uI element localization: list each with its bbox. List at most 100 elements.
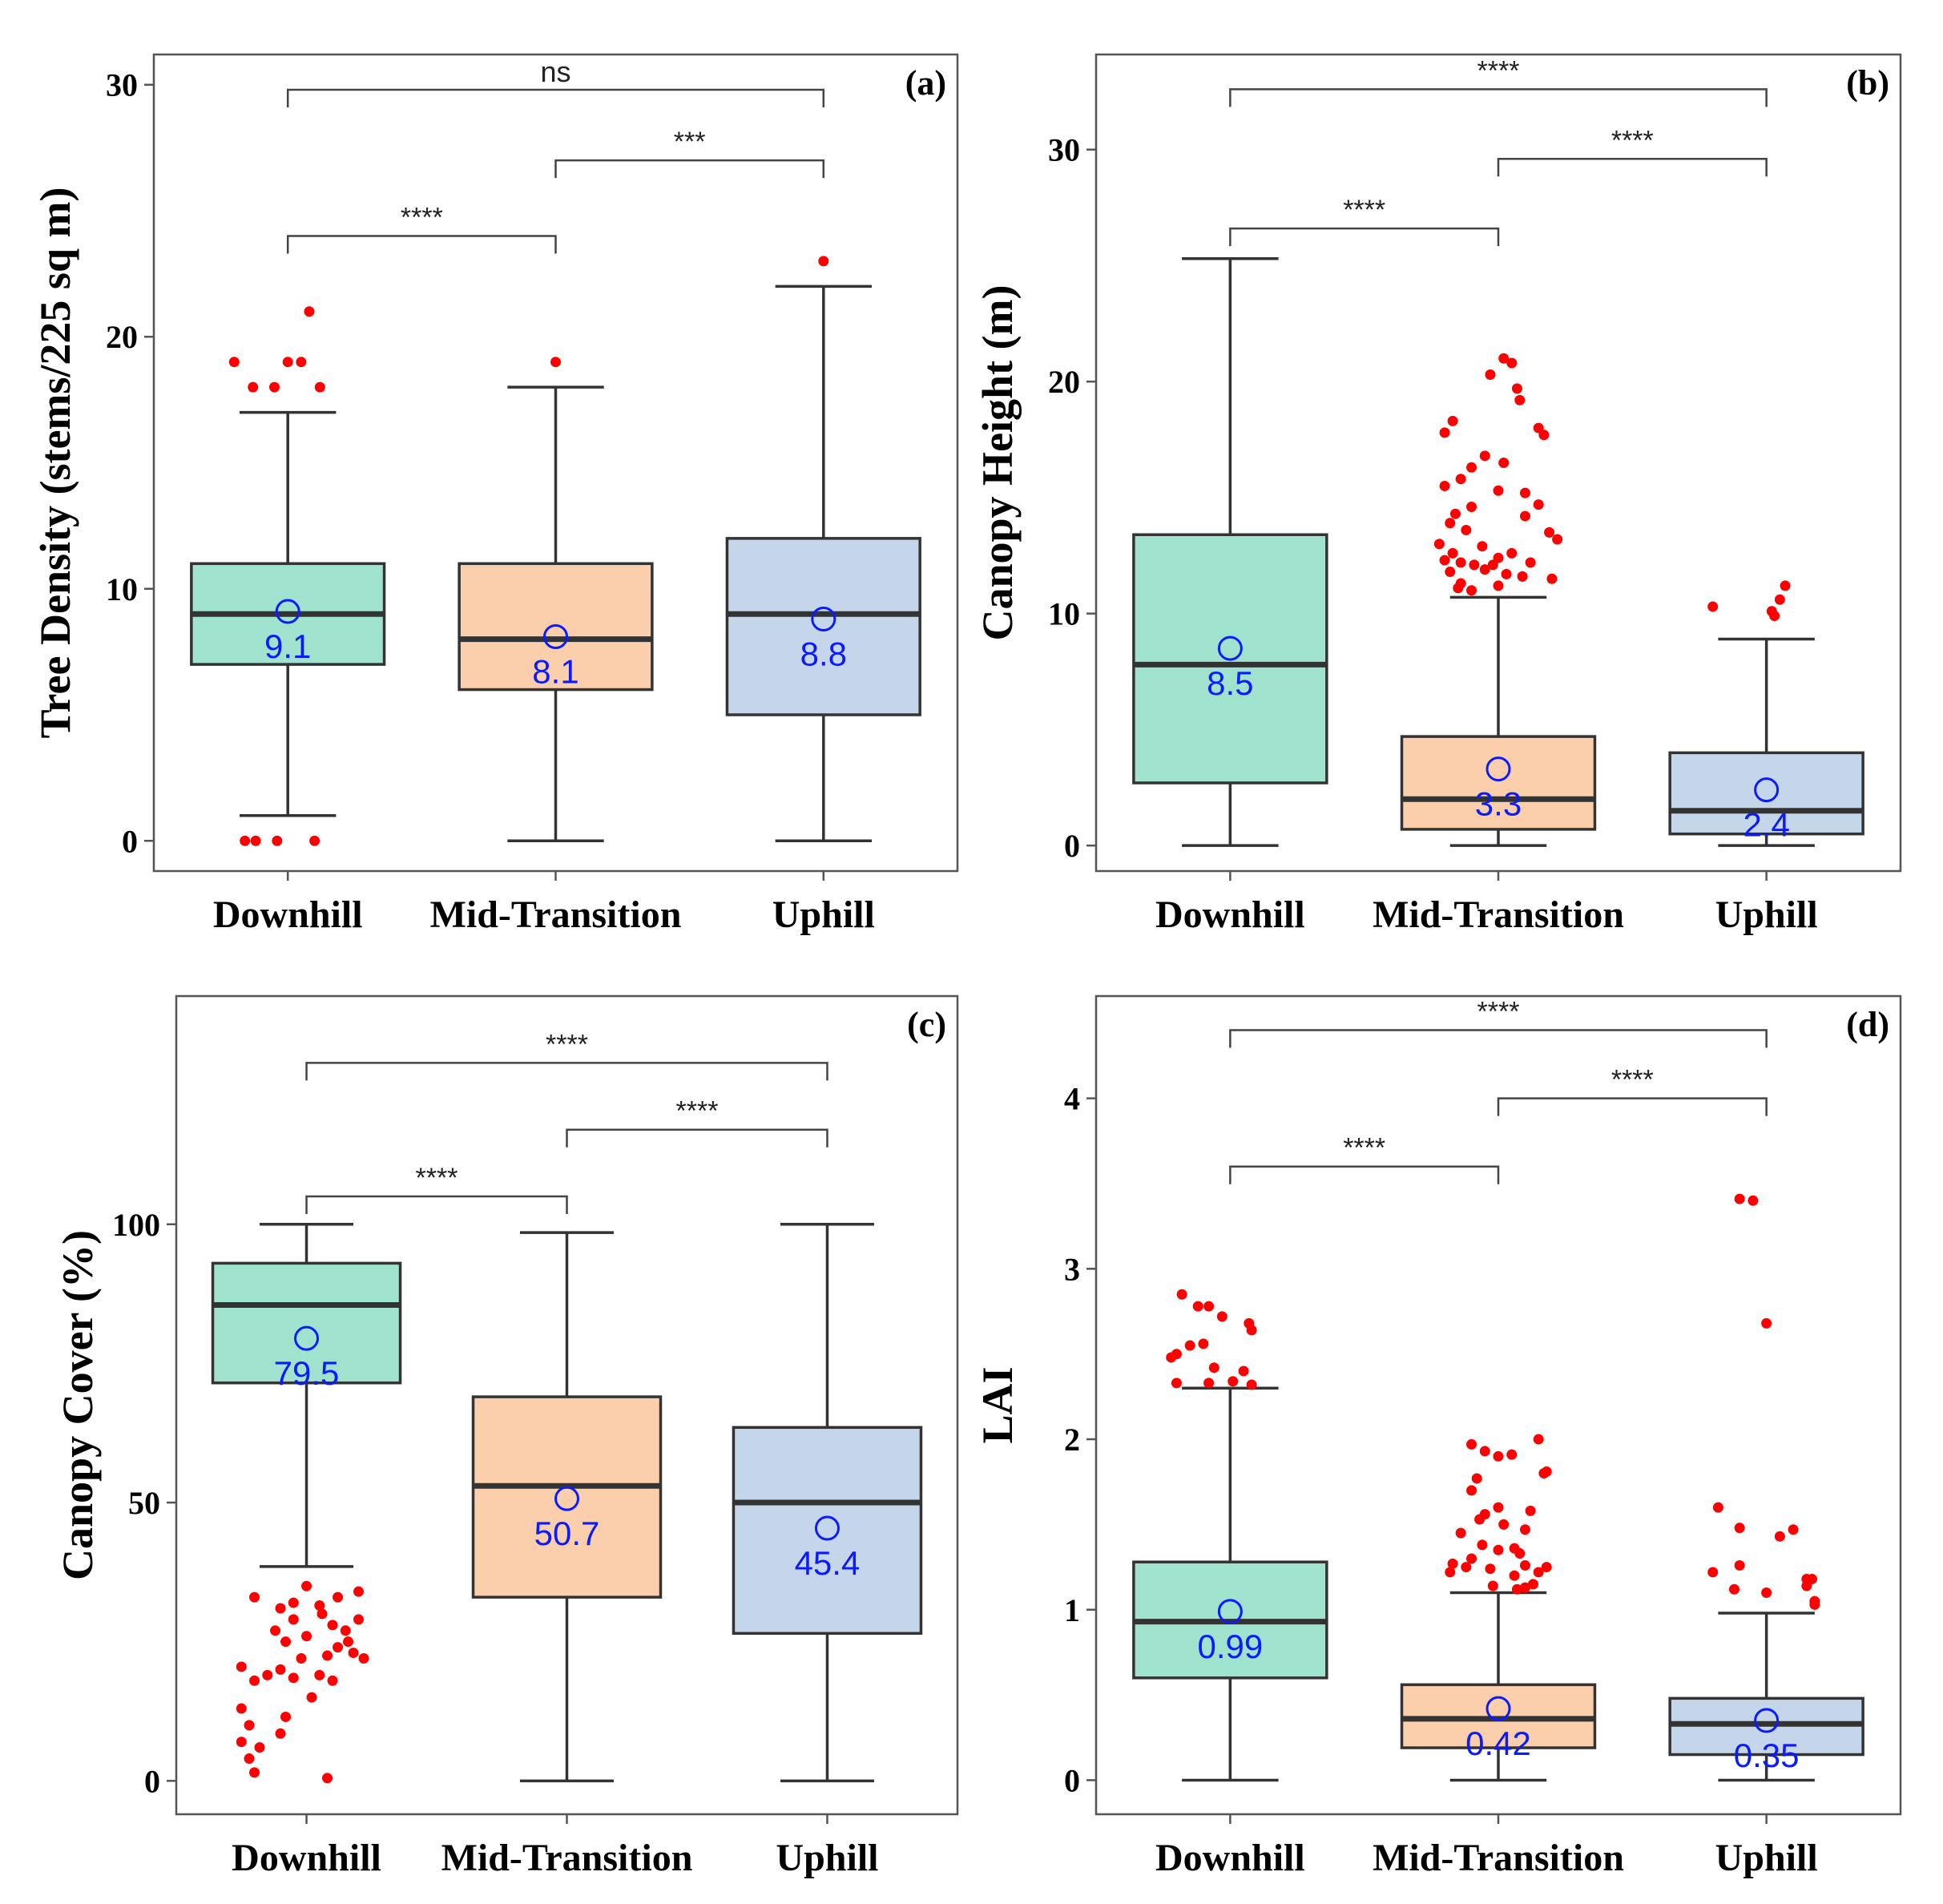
outlier-point — [1533, 1434, 1544, 1445]
significance-bracket: **** — [286, 202, 557, 254]
outlier-point — [288, 1597, 299, 1608]
y-tick-label: 0 — [122, 823, 138, 859]
outlier-point — [250, 835, 261, 846]
outlier-point — [1519, 1524, 1530, 1535]
outlier-point — [1538, 430, 1550, 441]
y-axis-label: Tree Density (stems/225 sq m) — [31, 188, 79, 739]
outlier-point — [1780, 580, 1791, 591]
outlier-point — [1533, 1567, 1544, 1578]
outlier-point — [1498, 1519, 1510, 1530]
outlier-point — [1728, 1583, 1739, 1595]
outlier-point — [1707, 601, 1719, 612]
outlier-point — [1493, 580, 1504, 591]
outlier-point — [249, 1767, 260, 1778]
outlier-point — [282, 357, 293, 368]
outlier-point — [353, 1586, 365, 1597]
bracket-line — [1497, 158, 1768, 177]
bracket-line — [1229, 227, 1500, 247]
significance-bracket: **** — [566, 1096, 828, 1148]
y-tick-label: 1 — [1064, 1592, 1080, 1628]
outlier-point — [301, 1631, 312, 1642]
outlier-point — [353, 1614, 365, 1625]
mean-label: 45.4 — [795, 1544, 861, 1582]
mean-marker — [1217, 1599, 1243, 1624]
significance-label: **** — [1343, 195, 1385, 225]
outlier-point — [322, 1650, 333, 1661]
outlier-point — [1485, 1563, 1496, 1575]
mean-label: 0.35 — [1734, 1737, 1800, 1774]
outlier-point — [1171, 1378, 1182, 1389]
iqr-box — [1668, 751, 1864, 836]
mean-marker — [275, 599, 300, 624]
outlier-point — [296, 1653, 307, 1664]
outlier-point — [358, 1653, 369, 1664]
mean-label: 8.5 — [1207, 664, 1253, 702]
mean-marker — [811, 606, 836, 631]
panel-a: 0 10 20 30 Tree Density (stems/225 sq m) (a) D… — [31, 53, 959, 936]
outlier-point — [1461, 1562, 1472, 1573]
outlier-point — [314, 381, 325, 393]
mean-marker — [1217, 635, 1243, 661]
outlier-point — [348, 1648, 359, 1659]
outlier-point — [1474, 1514, 1485, 1525]
x-tick-label: Mid-Transition — [1373, 1837, 1624, 1879]
outlier-point — [280, 1711, 292, 1722]
significance-bracket: **** — [1497, 1065, 1768, 1116]
outlier-point — [1517, 571, 1528, 582]
outlier-point — [1769, 611, 1780, 622]
x-tick-label: Mid-Transition — [430, 894, 682, 936]
outlier-point — [818, 256, 829, 267]
outlier-point — [1525, 557, 1536, 568]
outlier-point — [1479, 564, 1490, 575]
outlier-point — [1479, 1446, 1490, 1457]
outlier-point — [1466, 585, 1477, 596]
mean-label: 2.4 — [1743, 806, 1789, 844]
outlier-point — [1514, 394, 1526, 405]
outlier-point — [1439, 480, 1450, 491]
outlier-point — [1166, 1352, 1177, 1363]
outlier-point — [1216, 1311, 1227, 1322]
mean-marker — [1754, 1708, 1780, 1733]
y-tick-label: 20 — [1048, 364, 1080, 400]
y-tick-label: 2 — [1064, 1422, 1080, 1458]
bracket-line — [1229, 1165, 1500, 1184]
outlier-point — [1498, 353, 1510, 364]
outlier-point — [244, 1753, 255, 1765]
iqr-box — [732, 1426, 923, 1636]
significance-bracket: ns — [286, 55, 825, 108]
outlier-point — [288, 1672, 299, 1684]
outlier-point — [333, 1591, 344, 1603]
outlier-point — [1445, 518, 1456, 529]
bracket-line — [286, 235, 557, 254]
significance-bracket: **** — [1229, 997, 1768, 1048]
significance-label: **** — [1477, 997, 1520, 1027]
significance-bracket: *** — [554, 127, 825, 179]
outlier-point — [262, 1669, 273, 1680]
x-tick-label: Downhill — [1155, 1837, 1305, 1879]
box-uphill: 0.35 — [1668, 1193, 1864, 1782]
outlier-point — [1509, 1543, 1520, 1554]
outlier-point — [1506, 547, 1518, 559]
y-tick-label: 50 — [128, 1485, 160, 1521]
mean-marker — [1485, 1696, 1511, 1721]
outlier-point — [1747, 1195, 1759, 1206]
significance-bracket: **** — [1229, 1133, 1500, 1184]
significance-bracket: **** — [305, 1163, 568, 1215]
outlier-point — [1238, 1365, 1249, 1377]
outlier-point — [1487, 1580, 1498, 1591]
outlier-point — [333, 1642, 344, 1653]
outlier-point — [327, 1675, 338, 1686]
outlier-point — [1761, 1587, 1772, 1598]
outlier-point — [301, 1580, 312, 1591]
significance-bracket: **** — [1497, 125, 1768, 177]
outlier-point — [1519, 487, 1530, 498]
outlier-point — [1471, 1473, 1482, 1484]
outlier-point — [340, 1625, 351, 1636]
outlier-point — [1453, 583, 1464, 594]
significance-label: **** — [416, 1163, 458, 1193]
outlier-point — [1506, 1449, 1518, 1460]
outlier-point — [1466, 1553, 1477, 1564]
significance-label: ns — [540, 55, 570, 88]
outlier-point — [1203, 1301, 1215, 1312]
outlier-point — [1439, 555, 1450, 566]
